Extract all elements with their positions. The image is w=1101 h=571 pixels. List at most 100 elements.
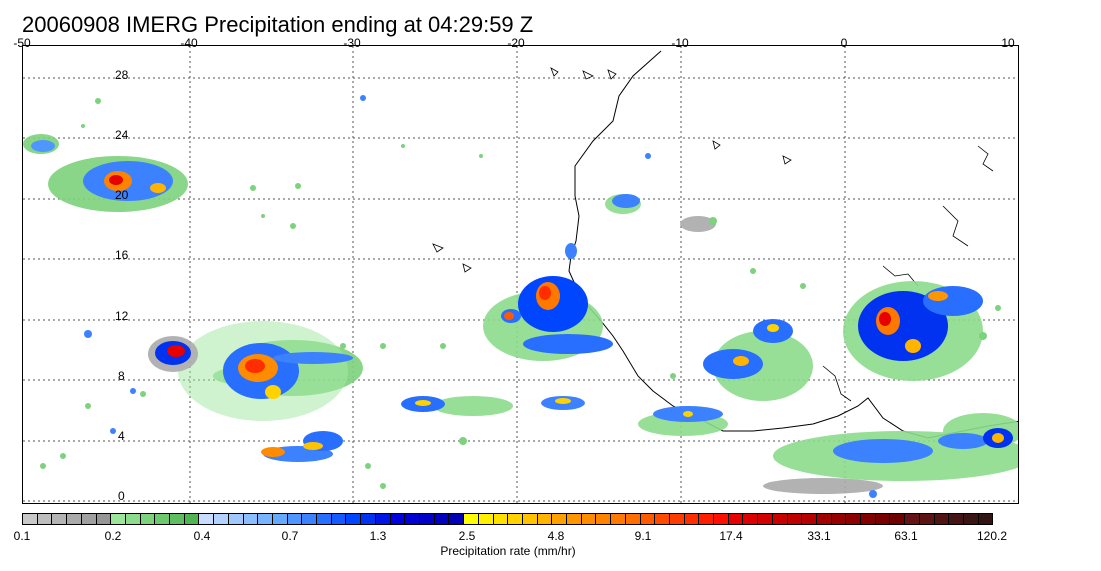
colorbar-swatch <box>317 514 332 524</box>
lat-label-0: 0 <box>118 489 125 503</box>
colorbar-swatch <box>802 514 817 524</box>
colorbar-swatch <box>434 514 450 524</box>
colorbar-swatch <box>743 514 759 524</box>
colorbar-swatch <box>184 514 200 524</box>
precipitation-map[interactable] <box>22 45 1019 504</box>
colorbar-swatch <box>508 514 523 524</box>
colorbar-tick-label: 9.1 <box>634 529 652 543</box>
colorbar-swatch <box>978 514 993 524</box>
colorbar-swatch <box>258 514 273 524</box>
colorbar-swatch <box>464 514 479 524</box>
colorbar-tick-label: 2.5 <box>458 529 476 543</box>
colorbar-swatch <box>140 514 156 524</box>
colorbar-swatch <box>964 514 979 524</box>
lon-label-w40: -40 <box>180 36 198 50</box>
colorbar-swatch <box>243 514 259 524</box>
colorbar-swatch <box>478 514 494 524</box>
colorbar-swatch <box>23 514 38 524</box>
colorbar-swatch <box>816 514 832 524</box>
colorbar-swatch <box>405 514 420 524</box>
colorbar-swatch <box>625 514 641 524</box>
colorbar-swatch <box>846 514 862 524</box>
colorbar-tick-label: 0.4 <box>193 529 211 543</box>
lat-label-8: 8 <box>118 369 125 383</box>
colorbar-swatch <box>861 514 876 524</box>
colorbar-swatch <box>302 514 318 524</box>
colorbar-swatch <box>111 514 126 524</box>
colorbar-swatch <box>52 514 68 524</box>
colorbar-swatch <box>331 514 347 524</box>
inland-water-outlines <box>432 67 994 402</box>
colorbar-swatch <box>96 514 112 524</box>
colorbar-swatch <box>125 514 141 524</box>
colorbar-swatch <box>155 514 171 524</box>
colorbar-swatch <box>375 514 391 524</box>
lat-label-12: 12 <box>115 309 129 323</box>
colorbar-swatch <box>567 514 582 524</box>
colorbar-swatch <box>581 514 597 524</box>
colorbar-swatch <box>272 514 288 524</box>
colorbar-swatch <box>890 514 906 524</box>
colorbar-swatch <box>346 514 362 524</box>
lon-label-0: 0 <box>840 36 848 50</box>
colorbar-swatch <box>714 514 729 524</box>
colorbar-swatch <box>361 514 376 524</box>
colorbar-swatch <box>170 514 185 524</box>
lat-label-16: 16 <box>115 248 129 262</box>
lat-label-4: 4 <box>118 429 125 443</box>
colorbar-swatch <box>787 514 803 524</box>
precip-speckles <box>40 95 1001 498</box>
colorbar-swatch <box>37 514 53 524</box>
colorbar-swatch <box>640 514 656 524</box>
lon-label-e10: 10 <box>1001 36 1015 50</box>
colorbar-swatch <box>949 514 964 524</box>
colorbar-swatch <box>905 514 920 524</box>
colorbar-swatch <box>772 514 788 524</box>
colorbar-swatch <box>875 514 891 524</box>
lon-label-w50: -50 <box>13 36 31 50</box>
colorbar-swatch <box>449 514 465 524</box>
page-title: 20060908 IMERG Precipitation ending at 0… <box>22 12 534 37</box>
colorbar-tick-label: 33.1 <box>807 529 831 543</box>
colorbar-swatch <box>537 514 553 524</box>
colorbar-swatch <box>655 514 670 524</box>
colorbar-tick-label: 17.4 <box>719 529 743 543</box>
colorbar-swatch <box>419 514 435 524</box>
colorbar-swatch <box>390 514 406 524</box>
colorbar-swatch <box>611 514 626 524</box>
colorbar-swatch <box>919 514 935 524</box>
lat-label-24: 24 <box>115 128 129 142</box>
colorbar-tick-label: 63.1 <box>894 529 918 543</box>
lat-label-20: 20 <box>115 188 129 202</box>
lon-label-w10: -10 <box>671 36 689 50</box>
colorbar-swatch <box>199 514 215 524</box>
colorbar-swatch <box>934 514 950 524</box>
lat-label-28: 28 <box>115 68 129 82</box>
colorbar-tick-label: 0.1 <box>13 529 31 543</box>
map-canvas <box>23 46 1018 503</box>
colorbar-swatch <box>493 514 509 524</box>
colorbar-tick-label: 4.8 <box>547 529 565 543</box>
lon-label-w20: -20 <box>507 36 525 50</box>
colorbar-tick-label: 1.3 <box>369 529 387 543</box>
colorbar-swatch <box>684 514 700 524</box>
colorbar-tick-label: 0.2 <box>104 529 122 543</box>
colorbar-tick-label: 0.7 <box>281 529 299 543</box>
colorbar-swatch <box>81 514 97 524</box>
colorbar-swatch <box>214 514 229 524</box>
colorbar-swatch <box>758 514 773 524</box>
precipitation-colorbar <box>22 513 993 525</box>
colorbar-swatch <box>522 514 538 524</box>
colorbar-swatch <box>728 514 744 524</box>
colorbar-swatch <box>552 514 568 524</box>
africa-coastline <box>568 50 1018 439</box>
colorbar-swatch <box>831 514 847 524</box>
colorbar-swatch <box>67 514 82 524</box>
colorbar-swatch <box>669 514 685 524</box>
colorbar-tick-label: 120.2 <box>976 529 1008 543</box>
colorbar-swatch <box>228 514 244 524</box>
colorbar-caption: Precipitation rate (mm/hr) <box>440 544 576 558</box>
precip-heavy-layer <box>104 171 1004 457</box>
colorbar-swatch <box>596 514 612 524</box>
lon-label-w30: -30 <box>343 36 361 50</box>
